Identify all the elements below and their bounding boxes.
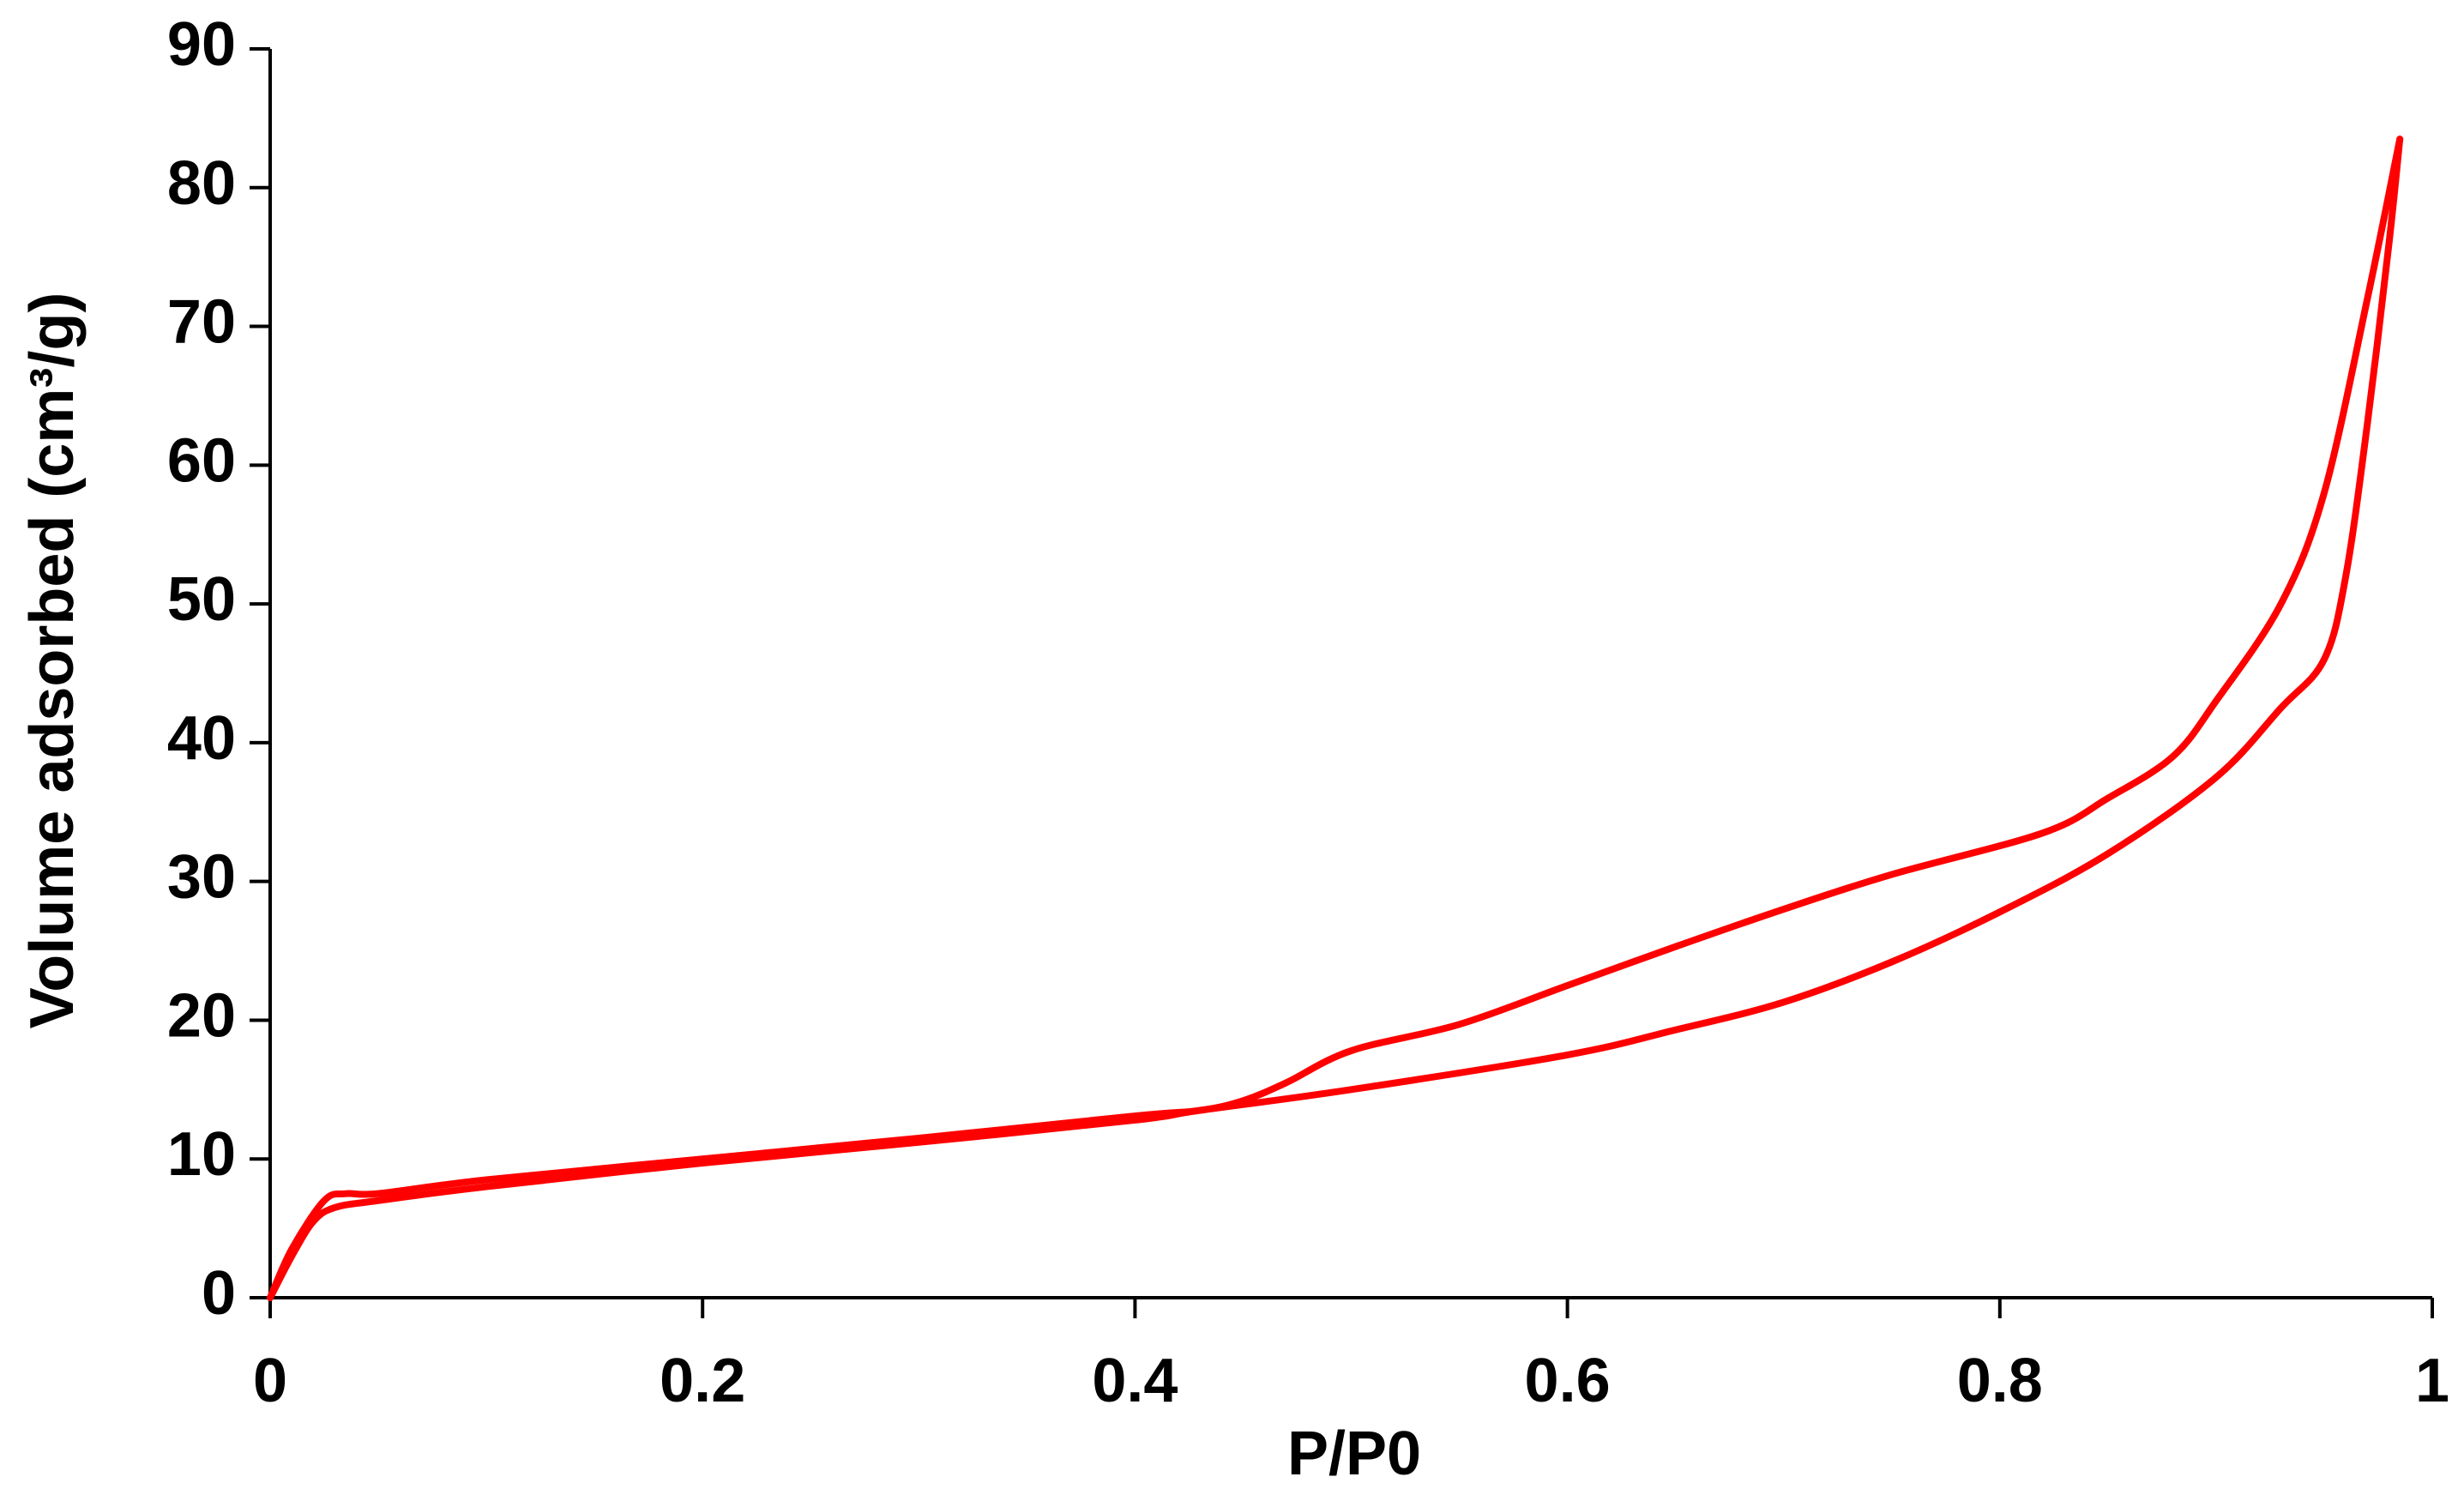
y-tick-label: 90 [167,10,236,79]
y-tick-label: 70 [167,288,236,357]
y-tick-label: 40 [167,704,236,773]
y-tick-label: 20 [167,981,236,1050]
y-tick-label: 30 [167,843,236,912]
isotherm-line [267,136,2404,1301]
x-tick-label: 0.8 [1957,1347,2043,1415]
x-tick-label: 0 [253,1347,287,1415]
y-tick-label: 60 [167,426,236,495]
x-tick-label: 1 [2415,1347,2449,1415]
x-tick-label: 0.2 [660,1347,745,1415]
y-tick-label: 0 [202,1259,236,1328]
x-tick-label: 0.4 [1092,1347,1178,1415]
isotherm-line [267,136,2404,1301]
x-tick-label: 0.6 [1525,1347,1611,1415]
y-tick-label: 10 [167,1120,236,1189]
y-tick-label: 80 [167,149,236,218]
y-tick-label: 50 [167,565,236,634]
y-axis-label: Volume adsorbed (cm³/g) [18,292,87,1029]
x-axis-label: P/P0 [1287,1420,1421,1488]
